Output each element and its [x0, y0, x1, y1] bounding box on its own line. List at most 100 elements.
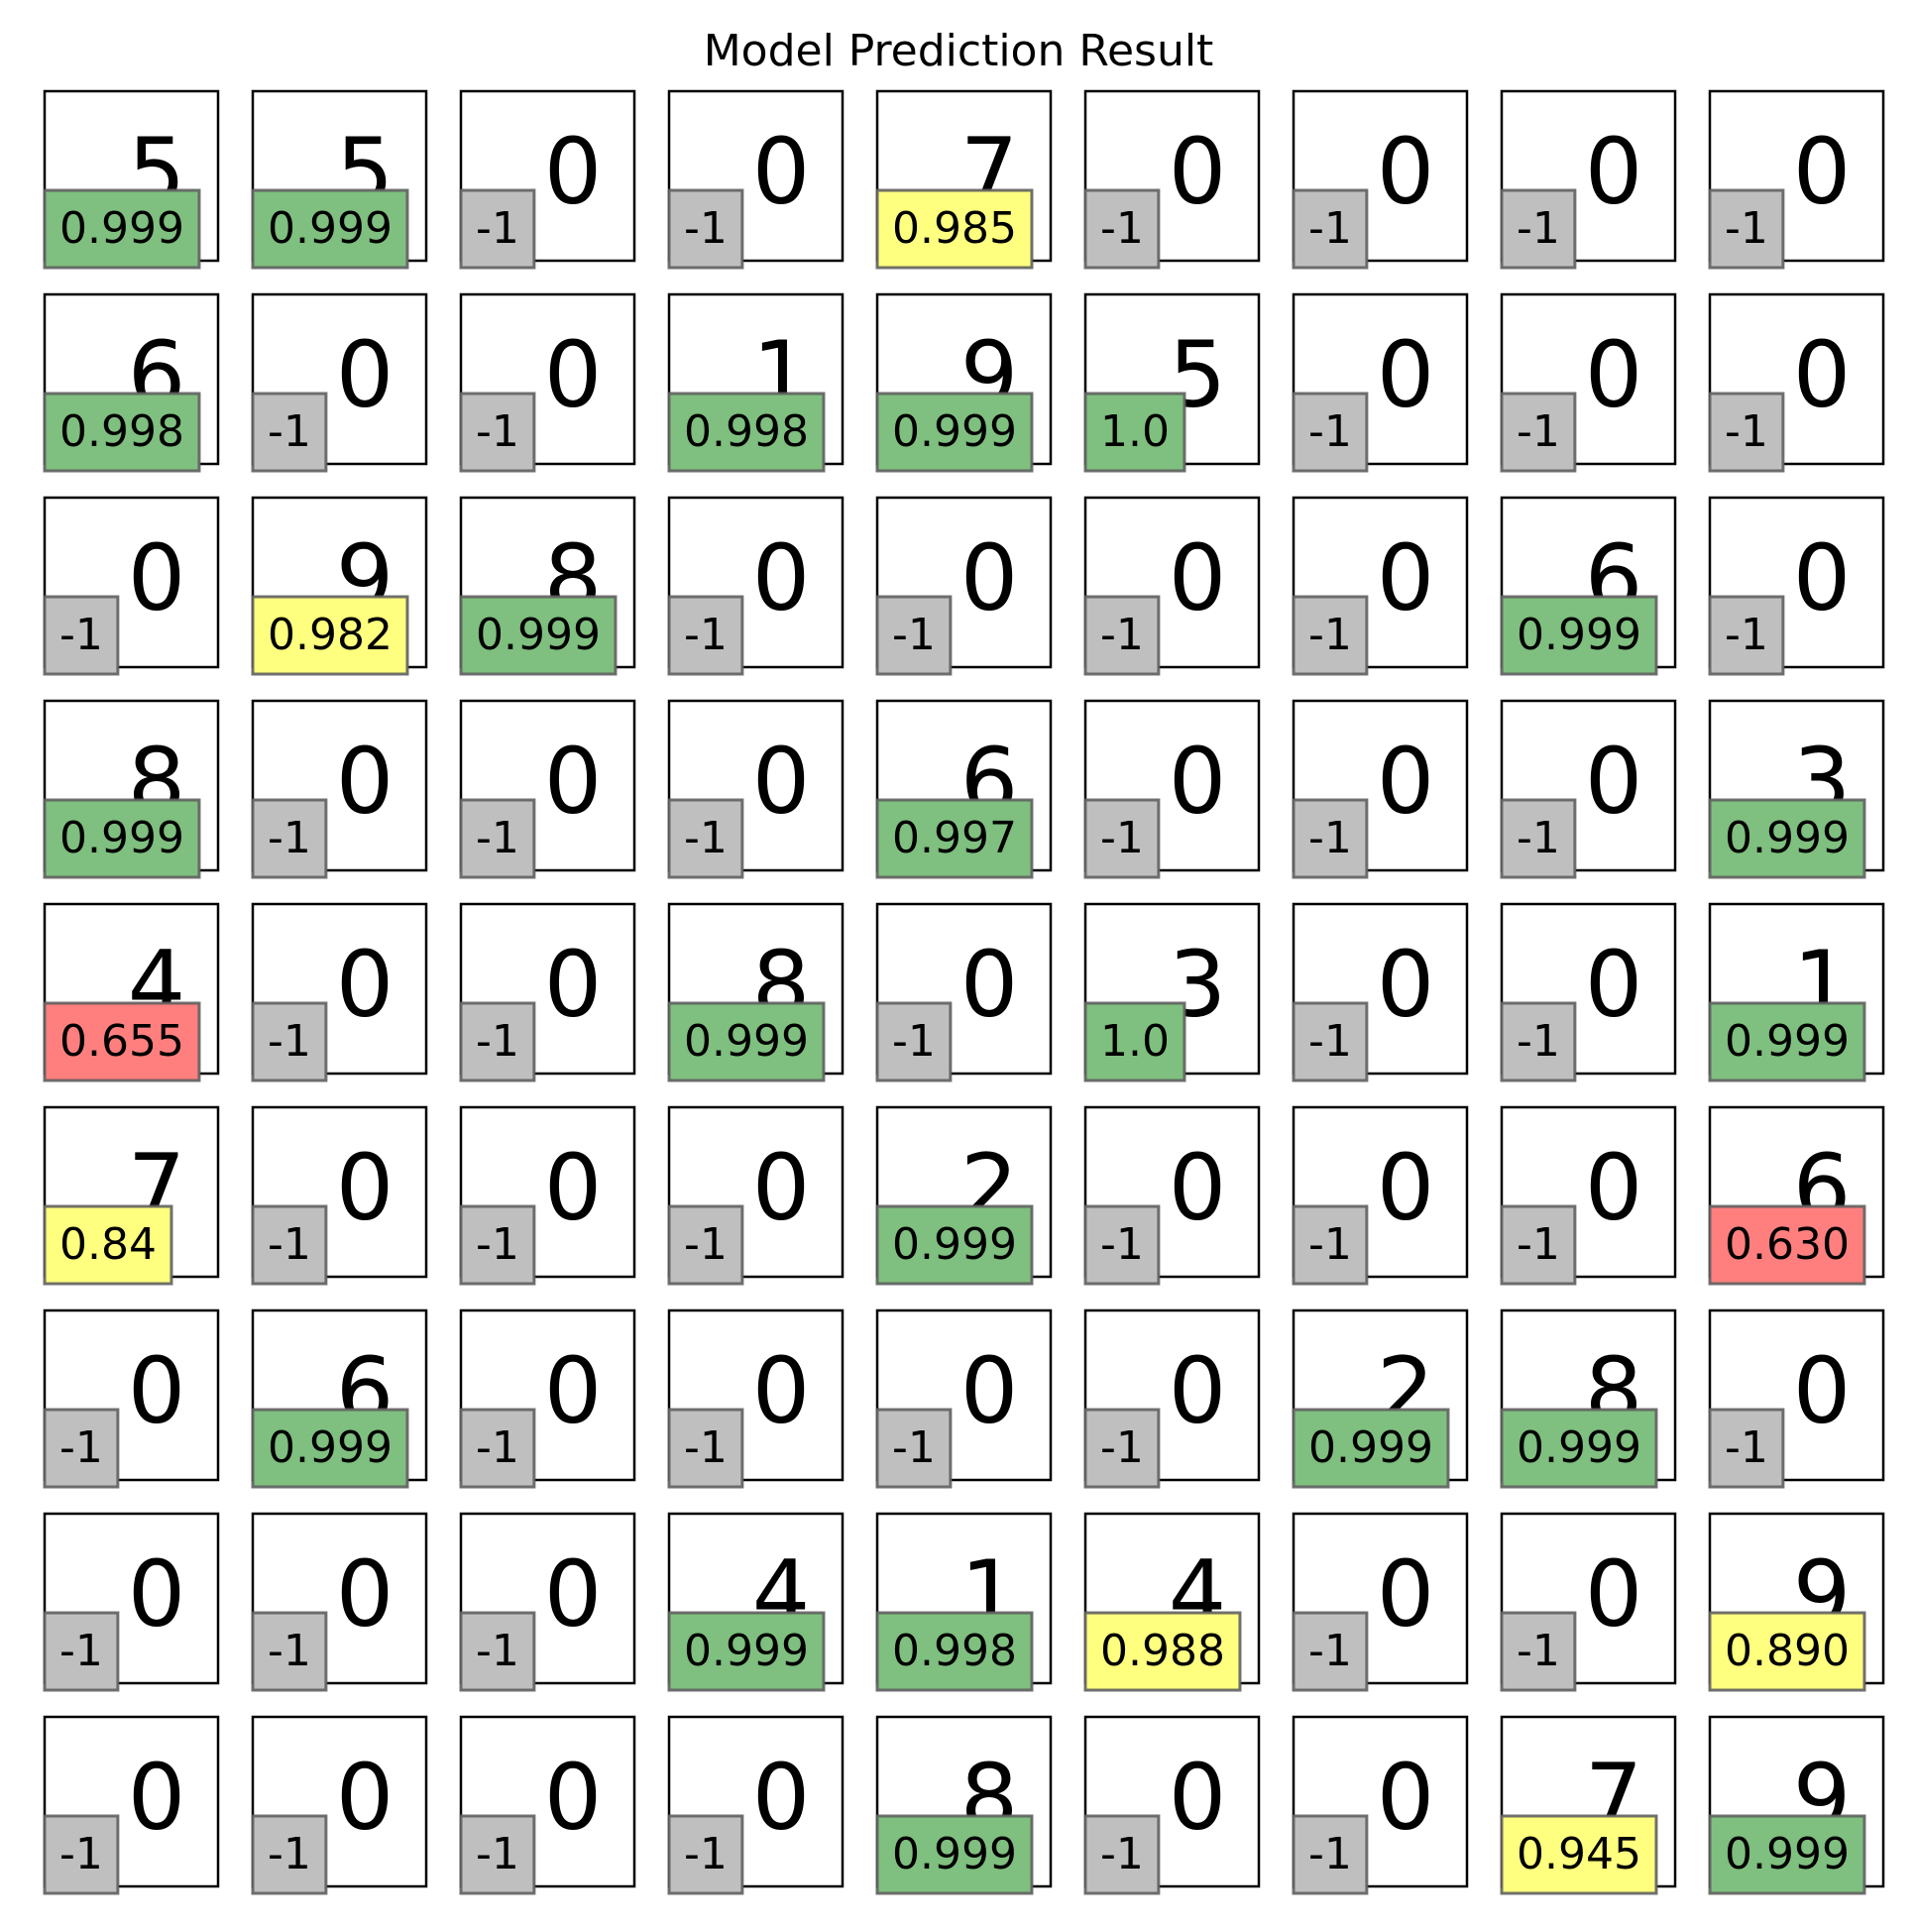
- cell-r5-c6: 0 -1: [1292, 1105, 1469, 1286]
- confidence-label: 0.998: [59, 406, 184, 457]
- confidence-label: -1: [1517, 813, 1560, 863]
- confidence-label: -1: [1517, 1219, 1560, 1270]
- confidence-label: -1: [1725, 406, 1768, 457]
- confidence-badge: [1708, 188, 1785, 270]
- confidence-label: -1: [684, 1422, 728, 1473]
- confidence-label: -1: [476, 1016, 519, 1067]
- confidence-badge: [1708, 1204, 1866, 1286]
- confidence-label: 0.988: [1100, 1626, 1225, 1676]
- confidence-badge: [1708, 595, 1785, 676]
- cell-r5-c5: 0 -1: [1083, 1105, 1261, 1286]
- confidence-label: 0.998: [892, 1626, 1017, 1676]
- confidence-badge: [459, 1611, 536, 1692]
- confidence-badge: [1500, 798, 1577, 879]
- confidence-label: -1: [684, 203, 728, 254]
- confidence-badge: [459, 188, 536, 270]
- confidence-label: -1: [476, 1219, 519, 1270]
- confidence-label: 0.999: [268, 1422, 393, 1473]
- prediction-label: 0: [1377, 728, 1435, 834]
- confidence-label: 0.999: [268, 203, 393, 254]
- cell-r5-c0: 70.84: [43, 1105, 220, 1286]
- confidence-badge: [251, 1204, 328, 1286]
- prediction-label: 0: [752, 1134, 811, 1240]
- confidence-badge: [459, 1204, 536, 1286]
- prediction-label: 0: [1169, 1337, 1227, 1443]
- confidence-label: -1: [59, 1626, 103, 1676]
- cell-r6-c5: 0 -1: [1083, 1308, 1261, 1489]
- prediction-label: 0: [1793, 321, 1852, 427]
- cell-r0-c5: 0 -1: [1083, 89, 1261, 270]
- cell-r2-c1: 90.982: [251, 496, 428, 676]
- confidence-label: -1: [1100, 1829, 1144, 1879]
- cell-r2-c0: 0 -1: [43, 496, 220, 676]
- cell-r8-c1: 0 -1: [251, 1715, 428, 1895]
- confidence-label: -1: [268, 1016, 311, 1067]
- confidence-label: -1: [1100, 1219, 1144, 1270]
- confidence-label: -1: [1308, 1219, 1352, 1270]
- prediction-label: 0: [336, 321, 395, 427]
- confidence-label: 0.999: [892, 406, 1017, 457]
- prediction-label: 0: [336, 1540, 395, 1647]
- cell-r4-c5: 31.0: [1083, 902, 1261, 1082]
- confidence-badge: [459, 595, 618, 676]
- prediction-label: 0: [752, 1744, 811, 1850]
- cell-r4-c8: 10.999: [1708, 902, 1885, 1082]
- confidence-label: -1: [59, 610, 103, 660]
- confidence-badge: [251, 188, 409, 270]
- confidence-label: 0.999: [476, 610, 601, 660]
- confidence-badge: [1292, 1814, 1369, 1895]
- confidence-badge: [667, 1611, 826, 1692]
- cell-r0-c3: 0 -1: [667, 89, 845, 270]
- cell-r3-c4: 60.997: [875, 699, 1053, 879]
- cell-r1-c6: 0 -1: [1292, 292, 1469, 473]
- cell-r8-c0: 0 -1: [43, 1715, 220, 1895]
- cell-r5-c8: 60.630: [1708, 1105, 1885, 1286]
- cell-r0-c2: 0 -1: [459, 89, 636, 270]
- cell-r6-c1: 60.999: [251, 1308, 428, 1489]
- cell-r2-c7: 60.999: [1500, 496, 1677, 676]
- prediction-label: 0: [1169, 1744, 1227, 1850]
- confidence-badge: [1292, 1611, 1369, 1692]
- cell-r1-c2: 0 -1: [459, 292, 636, 473]
- prediction-label: 0: [1377, 1744, 1435, 1850]
- confidence-badge: [43, 188, 201, 270]
- confidence-badge: [875, 188, 1034, 270]
- confidence-badge: [251, 1408, 409, 1489]
- confidence-badge: [1083, 1814, 1161, 1895]
- cell-r7-c8: 90.890: [1708, 1512, 1885, 1692]
- confidence-badge: [875, 595, 953, 676]
- confidence-label: 0.999: [1725, 813, 1850, 863]
- cell-r3-c1: 0 -1: [251, 699, 428, 879]
- prediction-label: 0: [544, 1540, 603, 1647]
- prediction-label: 0: [128, 1744, 186, 1850]
- prediction-label: 0: [1793, 524, 1852, 630]
- prediction-label: 0: [1377, 931, 1435, 1037]
- confidence-badge: [875, 798, 1034, 879]
- confidence-badge: [1083, 1611, 1242, 1692]
- confidence-badge: [1083, 1408, 1161, 1489]
- cell-r3-c8: 30.999: [1708, 699, 1885, 879]
- confidence-label: 0.997: [892, 813, 1017, 863]
- cell-r4-c7: 0 -1: [1500, 902, 1677, 1082]
- cell-r7-c6: 0 -1: [1292, 1512, 1469, 1692]
- cell-r4-c0: 40.655: [43, 902, 220, 1082]
- prediction-label: 0: [1169, 728, 1227, 834]
- prediction-label: 0: [960, 1337, 1019, 1443]
- prediction-label: 0: [128, 1337, 186, 1443]
- confidence-badge: [1500, 188, 1577, 270]
- cell-r4-c2: 0 -1: [459, 902, 636, 1082]
- confidence-badge: [459, 1001, 536, 1082]
- confidence-badge: [251, 1001, 328, 1082]
- prediction-label: 0: [336, 728, 395, 834]
- confidence-badge: [1708, 392, 1785, 473]
- confidence-label: -1: [59, 1422, 103, 1473]
- confidence-label: -1: [1725, 203, 1768, 254]
- cell-r5-c4: 20.999: [875, 1105, 1053, 1286]
- confidence-label: -1: [1308, 610, 1352, 660]
- confidence-badge: [459, 798, 536, 879]
- confidence-badge: [1500, 1408, 1658, 1489]
- cell-r3-c7: 0 -1: [1500, 699, 1677, 879]
- cell-r8-c2: 0 -1: [459, 1715, 636, 1895]
- confidence-badge: [1083, 1204, 1161, 1286]
